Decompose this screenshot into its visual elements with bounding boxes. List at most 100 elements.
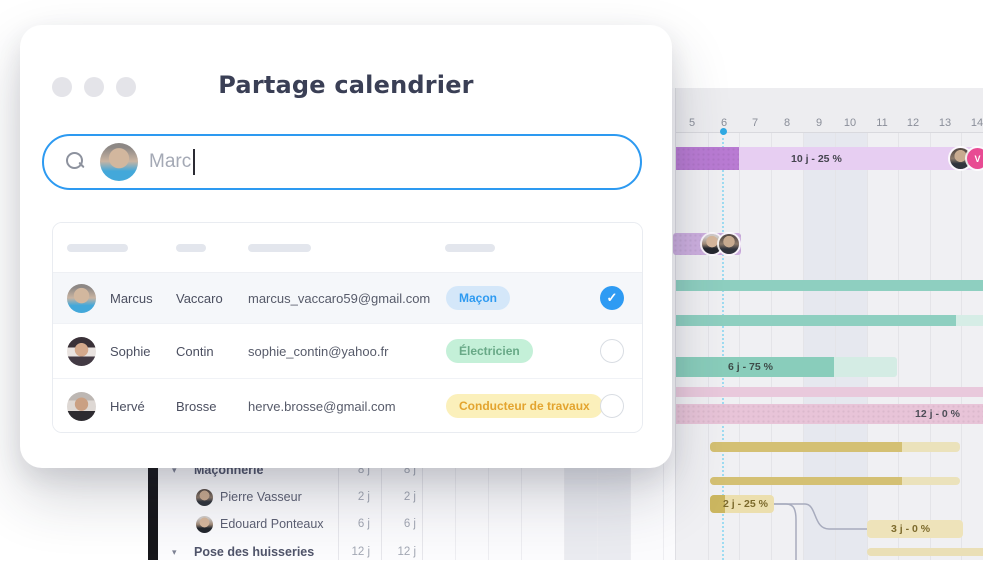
task-duration-2: 12 j (397, 546, 416, 558)
task-name[interactable]: Edouard Ponteaux (220, 517, 324, 531)
gantt-bar-pink[interactable] (676, 387, 983, 397)
avatar (67, 391, 96, 421)
task-row-member[interactable]: Pierre Vasseur 2 j 2 j (158, 485, 675, 509)
grid-line (835, 133, 836, 560)
today-marker-line (722, 133, 724, 560)
bar-label: 10 j - 25 % (791, 152, 842, 165)
avatar (196, 488, 213, 506)
gantt-bar-yellow-right[interactable]: 3 j - 0 % (867, 520, 963, 538)
person-row-sophie[interactable]: Sophie Contin sophie_contin@yahoo.fr Éle… (53, 324, 642, 379)
task-duration-2: 2 j (403, 491, 416, 503)
assignee-avatar (719, 234, 739, 254)
checkbox-unchecked[interactable] (600, 339, 624, 363)
last-name: Vaccaro (176, 290, 223, 306)
today-marker-dot (720, 128, 727, 135)
collapse-caret-icon[interactable]: ▾ (172, 464, 177, 475)
day-tick: 8 (783, 117, 791, 129)
window-dot[interactable] (52, 77, 72, 97)
bar-label: 6 j - 75 % (728, 361, 773, 373)
grid-line (930, 133, 931, 560)
task-duration-1: 12 j (351, 546, 370, 558)
gantt-bar-yellow[interactable] (710, 477, 960, 485)
timeline-header: 5 6 7 8 9 10 11 12 13 14 (676, 88, 983, 133)
gantt-bar-progress (710, 442, 902, 452)
day-tick: 14 (970, 117, 983, 129)
first-name: Sophie (110, 343, 151, 359)
last-name: Brosse (176, 398, 217, 414)
header-placeholder (67, 244, 128, 252)
day-tick: 12 (906, 117, 920, 129)
day-tick: 13 (938, 117, 952, 129)
gantt-bar-teal[interactable] (676, 315, 983, 326)
grid-line (867, 133, 868, 560)
person-row-marcus[interactable]: Marcus Vaccaro marcus_vaccaro59@gmail.co… (53, 273, 642, 324)
first-name: Marcus (110, 290, 153, 306)
people-table-header (53, 223, 642, 273)
task-duration-2: 6 j (403, 518, 416, 530)
gantt-bar-purple-small[interactable] (673, 233, 741, 255)
email: marcus_vaccaro59@gmail.com (248, 290, 431, 306)
task-row-member[interactable]: Edouard Ponteaux 6 j 6 j (158, 512, 675, 536)
window-dot[interactable] (116, 77, 136, 97)
header-placeholder (445, 244, 495, 252)
text-cursor (193, 149, 196, 175)
role-badge: Conducteur de travaux (446, 394, 603, 418)
gantt-bar-teal[interactable] (676, 280, 983, 291)
checkbox-unchecked[interactable] (600, 394, 624, 418)
people-table: Marcus Vaccaro marcus_vaccaro59@gmail.co… (52, 222, 643, 433)
gantt-chart-panel: 5 6 7 8 9 10 11 12 13 14 10 j - 25 % V (673, 88, 983, 560)
grid-line (898, 133, 899, 560)
search-icon (66, 152, 86, 172)
day-tick: 10 (843, 117, 857, 129)
last-name: Contin (176, 343, 214, 359)
share-calendar-modal: Partage calendrier Marc Marcus Vaccaro m… (20, 25, 672, 468)
role-badge: Électricien (446, 339, 533, 363)
email: herve.brosse@gmail.com (248, 398, 396, 414)
avatar (196, 515, 213, 533)
dependency-connectors (774, 503, 867, 560)
gantt-bar-progress (676, 147, 739, 170)
header-placeholder (248, 244, 311, 252)
email: sophie_contin@yahoo.fr (248, 343, 389, 359)
task-duration-1: 6 j (357, 518, 370, 530)
day-tick: 5 (688, 117, 696, 129)
task-name[interactable]: Pierre Vasseur (220, 490, 302, 504)
bar-label: 3 j - 0 % (891, 523, 931, 535)
gantt-bar-progress (676, 315, 956, 326)
grid-line (739, 133, 740, 560)
assignee-avatar-initial: V (967, 148, 983, 169)
search-input[interactable]: Marc (42, 134, 642, 190)
avatar (67, 336, 96, 366)
day-tick: 6 (720, 117, 728, 129)
bar-label: 12 j - 0 % (915, 408, 960, 420)
assignee-avatar (702, 234, 722, 254)
search-avatar (100, 143, 138, 181)
day-tick: 7 (751, 117, 759, 129)
gantt-bar-progress (710, 477, 902, 485)
grid-line (961, 133, 962, 560)
person-row-herve[interactable]: Hervé Brosse herve.brosse@gmail.com Cond… (53, 379, 642, 432)
bar-label: 2 j - 25 % (723, 498, 768, 510)
modal-title: Partage calendrier (218, 71, 474, 99)
gantt-bar-yellow-small[interactable]: 2 j - 25 % (710, 495, 774, 513)
day-tick: 11 (876, 117, 888, 129)
gantt-bar-pink-labeled[interactable]: 12 j - 0 % (676, 404, 983, 424)
header-placeholder (176, 244, 206, 252)
gantt-bar-purple[interactable]: 10 j - 25 % V (676, 147, 983, 170)
task-name[interactable]: Pose des huisseries (194, 545, 315, 559)
gantt-bar-yellow[interactable] (867, 548, 983, 556)
grid-line (771, 133, 772, 560)
window-dot[interactable] (84, 77, 104, 97)
role-badge: Maçon (446, 286, 511, 310)
collapse-caret-icon[interactable]: ▾ (172, 546, 177, 557)
gantt-bar-yellow[interactable] (710, 442, 960, 452)
gantt-bar-progress (710, 495, 725, 513)
gantt-bar-teal-labeled[interactable]: 6 j - 75 % (676, 357, 897, 377)
assignee-avatar (950, 148, 971, 169)
checkbox-checked-icon[interactable]: ✓ (600, 286, 624, 310)
grid-line (803, 133, 804, 560)
task-row-group[interactable]: ▾ Pose des huisseries 12 j 12 j (158, 540, 675, 564)
task-duration-1: 2 j (357, 491, 370, 503)
avatar (67, 283, 96, 313)
search-value: Marc (149, 151, 192, 172)
